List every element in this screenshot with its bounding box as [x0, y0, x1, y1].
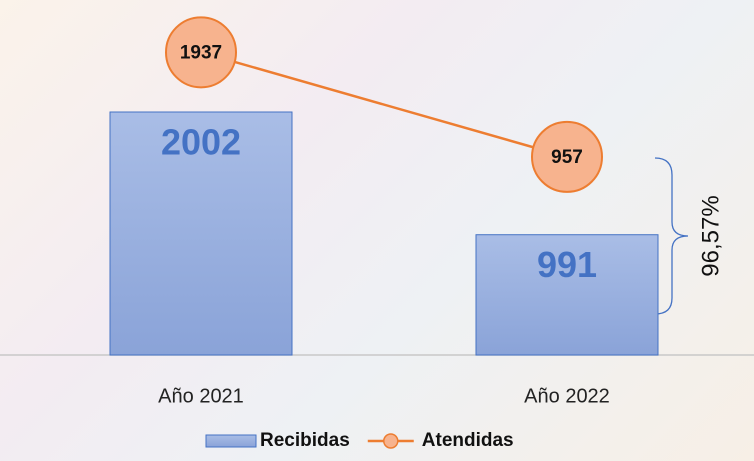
page: 96,57% Año 2021 Año 2022 2002 991 1937 957 Rec…: [0, 0, 754, 461]
data-label: 1937: [180, 42, 222, 63]
annotation: 96,57%: [697, 195, 724, 276]
legend-swatch: [384, 434, 398, 448]
x-tick-label: Año 2021: [158, 385, 244, 407]
data-label: 957: [551, 147, 583, 168]
chart: 96,57% Año 2021 Año 2022 2002 991 1937 957 Rec…: [0, 0, 754, 461]
bracket: [655, 158, 688, 314]
legend-swatch: [206, 435, 256, 447]
data-label: 991: [537, 244, 597, 285]
legend-label: Atendidas: [422, 430, 514, 451]
legend-label: Recibidas: [260, 430, 350, 451]
data-label: 2002: [161, 122, 241, 163]
x-tick-label: Año 2022: [524, 385, 610, 407]
